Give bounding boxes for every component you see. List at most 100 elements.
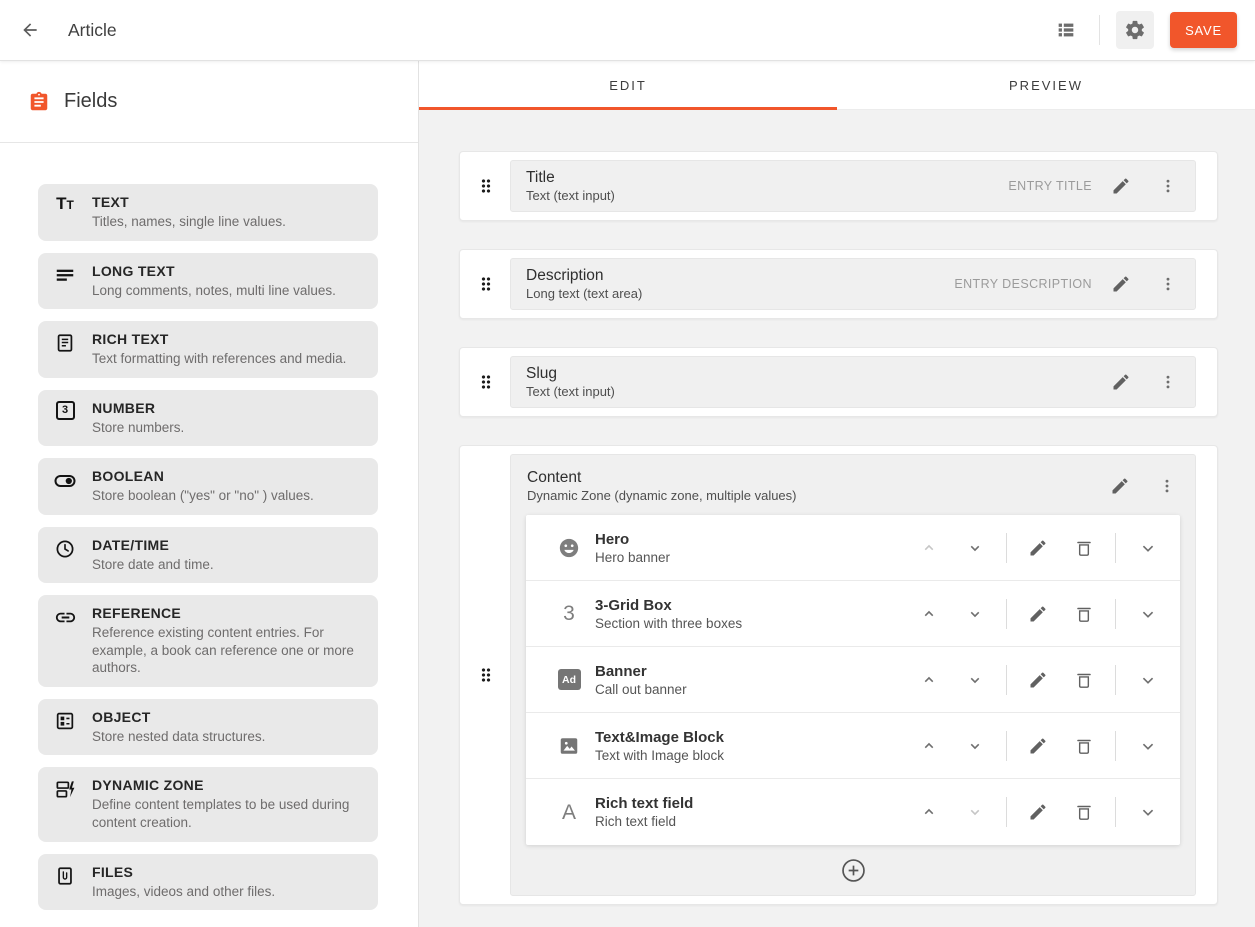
field-type-number[interactable]: 3 NUMBER Store numbers. <box>38 389 378 447</box>
controls-divider <box>1006 598 1007 629</box>
entry-title-badge: ENTRY TITLE <box>1008 179 1092 193</box>
move-down-button[interactable] <box>962 733 988 759</box>
template-description: Rich text field <box>595 814 677 829</box>
edit-template-button[interactable] <box>1025 535 1051 561</box>
field-type-text[interactable]: TT TEXT Titles, names, single line value… <box>38 184 378 241</box>
field-name: Slug <box>526 365 558 382</box>
field-type-boolean[interactable]: BOOLEAN Store boolean ("yes" or "no" ) v… <box>38 458 378 515</box>
field-type-label: DATE/TIME <box>92 536 170 553</box>
edit-field-button[interactable] <box>1108 271 1134 297</box>
move-up-button[interactable] <box>916 667 942 693</box>
field-type-description: Store nested data structures. <box>92 728 266 744</box>
field-type: Long text (text area) <box>526 286 643 301</box>
fields-canvas: Title Text (text input) ENTRY TITLE <box>419 110 1255 927</box>
settings-button[interactable] <box>1116 11 1155 49</box>
field-type-label: TEXT <box>92 194 129 210</box>
controls-divider <box>1115 598 1116 629</box>
controls-divider <box>1115 797 1116 827</box>
field-panel: Slug Text (text input) <box>510 356 1196 408</box>
move-down-button[interactable] <box>962 799 988 825</box>
plus-circle-icon <box>840 857 867 884</box>
edit-template-button[interactable] <box>1025 799 1051 825</box>
move-up-button[interactable] <box>916 535 942 561</box>
gear-icon <box>1124 19 1146 41</box>
controls-divider <box>1006 730 1007 761</box>
edit-field-button[interactable] <box>1108 369 1134 395</box>
field-card-content: Content Dynamic Zone (dynamic zone, mult… <box>459 445 1218 905</box>
field-type-rich-text[interactable]: RICH TEXT Text formatting with reference… <box>38 321 378 378</box>
field-type: Dynamic Zone (dynamic zone, multiple val… <box>527 488 797 503</box>
view-list-icon <box>1055 19 1077 41</box>
field-type-datetime[interactable]: DATE/TIME Store date and time. <box>38 526 378 584</box>
drag-handle-icon[interactable] <box>473 274 499 294</box>
edit-field-button[interactable] <box>1108 173 1134 199</box>
edit-template-button[interactable] <box>1025 601 1051 627</box>
editor-main: EDIT PREVIEW Title Text (text input) ENT… <box>419 61 1255 927</box>
move-down-button[interactable] <box>962 535 988 561</box>
edit-field-button[interactable] <box>1107 473 1133 499</box>
sidebar-header: Fields <box>0 61 418 143</box>
link-icon <box>38 605 92 677</box>
expand-template-button[interactable] <box>1134 798 1162 826</box>
field-type-label: LONG TEXT <box>92 262 175 279</box>
arrow-back-icon <box>20 20 40 40</box>
template-name: Hero <box>595 530 630 548</box>
field-type: Text (text input) <box>526 384 615 399</box>
tab-preview[interactable]: PREVIEW <box>1009 77 1083 93</box>
move-up-button[interactable] <box>916 601 942 627</box>
template-name: Text&Image Block <box>595 728 724 746</box>
document-icon <box>38 331 92 368</box>
edit-template-button[interactable] <box>1025 733 1051 759</box>
back-button[interactable] <box>14 14 46 46</box>
move-down-button[interactable] <box>962 667 988 693</box>
drag-handle-icon[interactable] <box>473 372 499 392</box>
field-type-files[interactable]: FILES Images, videos and other files. <box>38 853 378 911</box>
drag-handle-icon[interactable] <box>473 665 499 685</box>
controls-divider <box>1115 532 1116 563</box>
field-menu-button[interactable] <box>1156 272 1180 296</box>
field-list-view-button[interactable] <box>1049 13 1083 47</box>
number-icon: 3 <box>38 400 92 437</box>
field-menu-button[interactable] <box>1156 370 1180 394</box>
expand-template-button[interactable] <box>1134 600 1162 628</box>
drag-handle-icon[interactable] <box>473 176 499 196</box>
move-up-button[interactable] <box>916 799 942 825</box>
controls-divider <box>1115 730 1116 761</box>
page-title: Article <box>68 19 117 40</box>
template-row-rich-text-field: A Rich text field Rich text field <box>526 779 1180 845</box>
template-row-hero: Hero Hero banner <box>526 515 1180 581</box>
field-name: Description <box>526 267 604 284</box>
edit-template-button[interactable] <box>1025 667 1051 693</box>
move-up-button[interactable] <box>916 733 942 759</box>
field-menu-button[interactable] <box>1156 174 1180 198</box>
field-type-long-text[interactable]: LONG TEXT Long comments, notes, multi li… <box>38 252 378 310</box>
delete-template-button[interactable] <box>1071 601 1097 627</box>
field-card-slug: Slug Text (text input) <box>459 347 1218 417</box>
field-card-description: Description Long text (text area) ENTRY … <box>459 249 1218 319</box>
field-type-object[interactable]: OBJECT Store nested data structures. <box>38 698 378 756</box>
save-button[interactable]: SAVE <box>1170 12 1237 48</box>
ad-icon: Ad <box>556 669 582 690</box>
field-type-dynamic-zone[interactable]: DYNAMIC ZONE Define content templates to… <box>38 767 378 842</box>
delete-template-button[interactable] <box>1071 667 1097 693</box>
field-menu-button[interactable] <box>1155 474 1179 498</box>
expand-template-button[interactable] <box>1134 534 1162 562</box>
field-panel: Content Dynamic Zone (dynamic zone, mult… <box>510 454 1196 896</box>
top-bar: Article SAVE <box>0 0 1255 61</box>
tab-edit[interactable]: EDIT <box>419 61 837 110</box>
expand-template-button[interactable] <box>1134 666 1162 694</box>
field-type-reference[interactable]: REFERENCE Reference existing content ent… <box>38 595 378 687</box>
move-down-button[interactable] <box>962 601 988 627</box>
add-template-button[interactable] <box>837 854 870 887</box>
delete-template-button[interactable] <box>1071 733 1097 759</box>
clipboard-icon <box>28 91 50 113</box>
expand-template-button[interactable] <box>1134 732 1162 760</box>
field-type-label: NUMBER <box>92 399 156 416</box>
toggle-icon <box>38 468 92 505</box>
field-type-description: Reference existing content entries. For … <box>92 625 354 676</box>
delete-template-button[interactable] <box>1071 535 1097 561</box>
dynamic-zone-icon <box>38 777 92 831</box>
delete-template-button[interactable] <box>1071 799 1097 825</box>
field-type-description: Define content templates to be used duri… <box>92 797 350 831</box>
field-type-label: REFERENCE <box>92 605 182 622</box>
